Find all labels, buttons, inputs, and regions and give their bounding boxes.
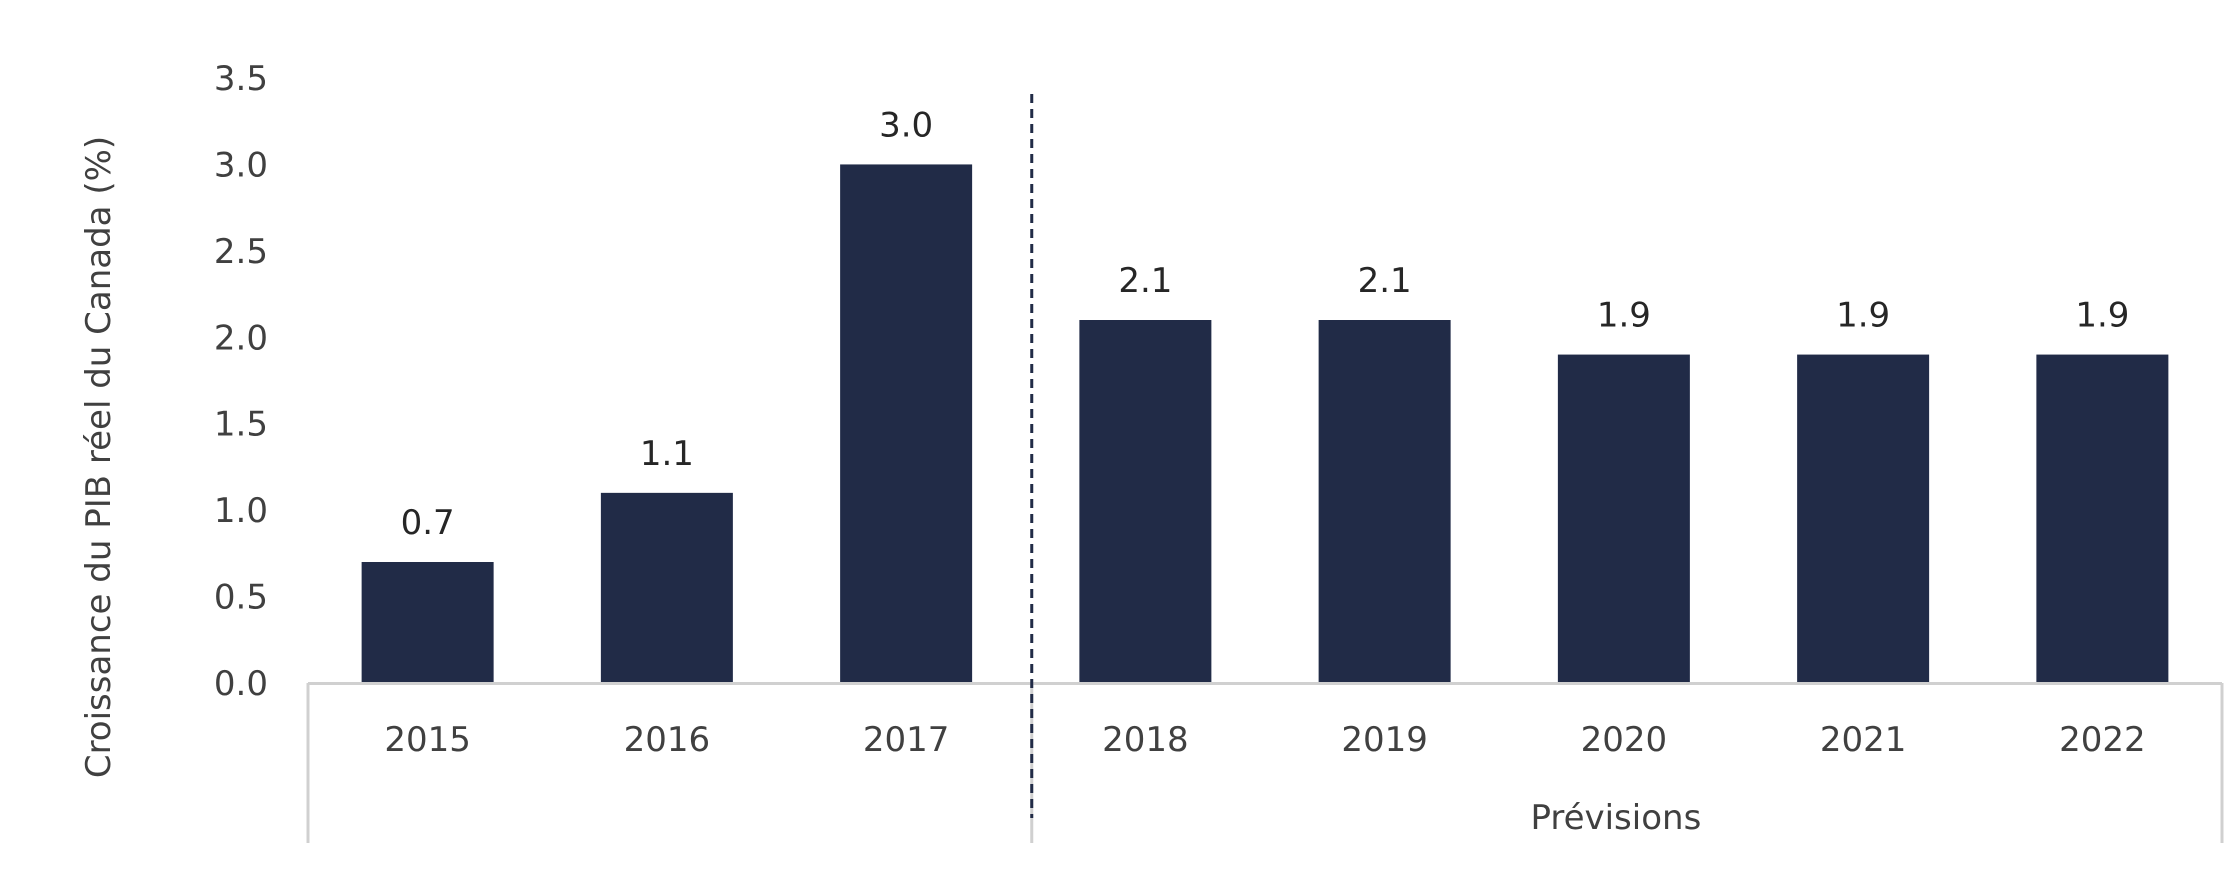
x-tick-label: 2021	[1820, 720, 1907, 760]
bar-2017	[840, 164, 973, 683]
y-tick-label: 3.0	[214, 145, 268, 185]
x-tick-label: 2018	[1102, 720, 1189, 760]
bar-2021	[1797, 354, 1930, 683]
y-tick-label: 1.0	[214, 491, 268, 531]
y-axis-title: Croissance du PIB réel du Canada (%)	[79, 136, 119, 778]
x-tick-label: 2020	[1581, 720, 1668, 760]
data-label: 1.9	[2075, 296, 2129, 336]
category-axis	[306, 682, 2224, 843]
data-labels: 0.7 1.1 3.0 2.1 2.1 1.9 1.9 1.9	[401, 105, 2130, 543]
bar-2015	[361, 562, 494, 683]
x-tick-label: 2016	[624, 720, 711, 760]
data-label: 1.9	[1597, 296, 1651, 336]
data-label: 2.1	[1358, 261, 1412, 301]
bar-2022	[2036, 354, 2169, 683]
bar-2018	[1079, 320, 1212, 683]
y-tick-label: 1.5	[214, 405, 268, 445]
y-axis-ticks: 0.0 0.5 1.0 1.5 2.0 2.5 3.0 3.5	[214, 59, 268, 704]
data-label: 3.0	[879, 105, 933, 145]
bars	[361, 164, 2169, 683]
bar-2016	[600, 492, 733, 683]
x-tick-label: 2019	[1341, 720, 1428, 760]
data-label: 2.1	[1118, 261, 1172, 301]
forecast-group-label: Prévisions	[1530, 798, 1701, 838]
x-tick-label: 2015	[384, 720, 471, 760]
x-tick-label: 2022	[2059, 720, 2146, 760]
y-tick-label: 2.5	[214, 232, 268, 272]
y-tick-label: 3.5	[214, 59, 268, 99]
bar-2020	[1557, 354, 1690, 683]
y-tick-label: 0.0	[214, 664, 268, 704]
data-label: 1.1	[640, 434, 694, 474]
x-tick-label: 2017	[863, 720, 950, 760]
y-tick-label: 2.0	[214, 318, 268, 358]
bar-2019	[1318, 320, 1451, 683]
data-label: 0.7	[401, 503, 455, 543]
x-axis-ticks: 2015 2016 2017 2018 2019 2020 2021 2022	[384, 720, 2145, 760]
y-tick-label: 0.5	[214, 578, 268, 618]
data-label: 1.9	[1836, 296, 1890, 336]
